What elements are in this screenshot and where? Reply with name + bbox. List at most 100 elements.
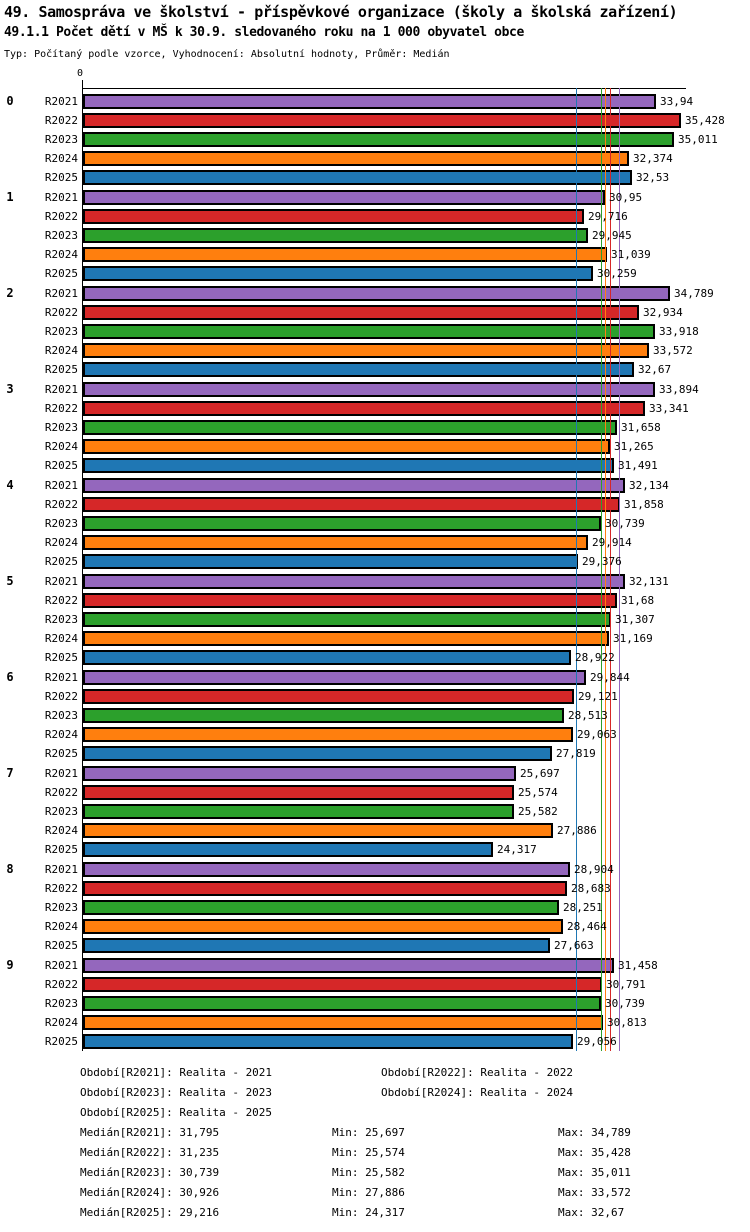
bar-r2021-group-1: [83, 190, 605, 205]
bar-value-label: 33,918: [659, 325, 699, 338]
bar-r2024-group-8: [83, 919, 563, 934]
bar-r2023-group-9: [83, 996, 601, 1011]
bar-r2022-group-5: [83, 593, 617, 608]
series-row-label-r2022: R2022: [44, 594, 78, 607]
bar-value-label: 35,428: [685, 114, 725, 127]
series-row-label-r2021: R2021: [44, 191, 78, 204]
bar-r2022-group-1: [83, 209, 584, 224]
bar-value-label: 30,95: [609, 191, 643, 204]
series-row-label-r2024: R2024: [44, 824, 78, 837]
bar-value-label: 27,886: [557, 824, 597, 837]
bar-r2023-group-0: [83, 132, 674, 147]
series-row-label-r2022: R2022: [44, 786, 78, 799]
legend-period-r2024: Období[R2024]: Realita - 2024: [381, 1086, 574, 1099]
bar-value-label: 32,374: [633, 152, 673, 165]
series-row-label-r2021: R2021: [44, 479, 78, 492]
bar-r2025-group-9: [83, 1034, 573, 1049]
series-row-label-r2022: R2022: [44, 306, 78, 319]
series-row-label-r2021: R2021: [44, 863, 78, 876]
bar-r2022-group-9: [83, 977, 602, 992]
series-row-label-r2023: R2023: [44, 421, 78, 434]
bar-value-label: 34,789: [674, 287, 714, 300]
bar-value-label: 25,574: [518, 786, 558, 799]
bar-value-label: 30,791: [606, 978, 646, 991]
bar-r2021-group-2: [83, 286, 670, 301]
bar-value-label: 35,011: [678, 133, 718, 146]
bar-value-label: 32,131: [629, 575, 669, 588]
bar-r2022-group-8: [83, 881, 567, 896]
series-row-label-r2021: R2021: [44, 287, 78, 300]
series-row-label-r2021: R2021: [44, 959, 78, 972]
series-row-label-r2022: R2022: [44, 498, 78, 511]
series-row-label-r2022: R2022: [44, 978, 78, 991]
bar-value-label: 27,819: [556, 747, 596, 760]
group-label-4: 4: [6, 478, 14, 492]
stat-min-r2024: Min: 27,886: [332, 1186, 405, 1199]
bar-value-label: 29,063: [577, 728, 617, 741]
bar-r2025-group-6: [83, 746, 552, 761]
bar-r2023-group-2: [83, 324, 655, 339]
stat-max-r2021: Max: 34,789: [558, 1126, 631, 1139]
stat-median-r2021: Medián[R2021]: 31,795: [80, 1126, 220, 1139]
median-line-r2023: [601, 88, 602, 1051]
bar-r2021-group-5: [83, 574, 625, 589]
bar-value-label: 28,513: [568, 709, 608, 722]
series-row-label-r2024: R2024: [44, 632, 78, 645]
series-row-label-r2021: R2021: [44, 95, 78, 108]
stat-max-r2022: Max: 35,428: [558, 1146, 631, 1159]
series-row-label-r2022: R2022: [44, 690, 78, 703]
series-row-label-r2025: R2025: [44, 1035, 78, 1048]
bar-r2025-group-5: [83, 650, 571, 665]
series-row-label-r2025: R2025: [44, 363, 78, 376]
bar-r2022-group-3: [83, 401, 645, 416]
stat-max-r2024: Max: 33,572: [558, 1186, 631, 1199]
bar-r2021-group-7: [83, 766, 516, 781]
group-label-5: 5: [6, 574, 14, 588]
series-row-label-r2023: R2023: [44, 325, 78, 338]
bar-r2024-group-1: [83, 247, 607, 262]
bar-chart-plot-area: 0 R2021 33,94 R2022 35,428 R2023 35,011 R2024 32…: [6, 88, 725, 1051]
bar-r2025-group-1: [83, 266, 593, 281]
bar-r2024-group-0: [83, 151, 629, 166]
bar-r2025-group-2: [83, 362, 634, 377]
bar-r2024-group-6: [83, 727, 573, 742]
bar-value-label: 33,341: [649, 402, 689, 415]
series-row-label-r2025: R2025: [44, 555, 78, 568]
bar-value-label: 28,251: [563, 901, 603, 914]
bar-r2023-group-6: [83, 708, 564, 723]
series-row-label-r2024: R2024: [44, 440, 78, 453]
series-row-label-r2024: R2024: [44, 728, 78, 741]
series-row-label-r2024: R2024: [44, 152, 78, 165]
group-label-0: 0: [6, 94, 14, 108]
bar-r2021-group-0: [83, 94, 656, 109]
series-row-label-r2024: R2024: [44, 248, 78, 261]
bar-r2022-group-4: [83, 497, 620, 512]
bar-r2024-group-7: [83, 823, 553, 838]
series-row-label-r2021: R2021: [44, 575, 78, 588]
series-row-label-r2025: R2025: [44, 747, 78, 760]
stat-median-r2022: Medián[R2022]: 31,235: [80, 1146, 220, 1159]
bar-value-label: 31,858: [624, 498, 664, 511]
series-row-label-r2023: R2023: [44, 805, 78, 818]
bar-value-label: 31,68: [621, 594, 655, 607]
group-label-7: 7: [6, 766, 14, 780]
bar-value-label: 33,572: [653, 344, 693, 357]
bar-r2021-group-6: [83, 670, 586, 685]
series-row-label-r2024: R2024: [44, 1016, 78, 1029]
group-label-9: 9: [6, 958, 14, 972]
bar-r2021-group-4: [83, 478, 625, 493]
bar-r2024-group-4: [83, 535, 588, 550]
bar-value-label: 29,716: [588, 210, 628, 223]
bar-value-label: 32,67: [638, 363, 672, 376]
series-row-label-r2025: R2025: [44, 843, 78, 856]
series-row-label-r2025: R2025: [44, 267, 78, 280]
group-label-3: 3: [6, 382, 14, 396]
bar-r2023-group-8: [83, 900, 559, 915]
bar-r2024-group-5: [83, 631, 609, 646]
series-row-label-r2023: R2023: [44, 901, 78, 914]
bar-value-label: 33,894: [659, 383, 699, 396]
bar-value-label: 27,663: [554, 939, 594, 952]
bar-r2024-group-9: [83, 1015, 603, 1030]
bar-value-label: 31,039: [611, 248, 651, 261]
bar-r2025-group-4: [83, 554, 578, 569]
